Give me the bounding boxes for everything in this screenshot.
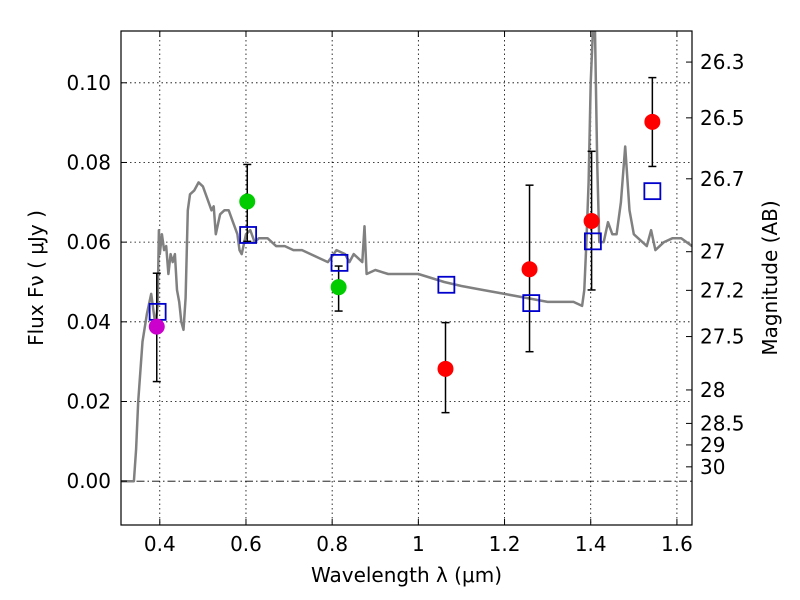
y-tick-label: 0.02 — [66, 390, 111, 414]
y-axis-label: Flux Fν ( μJy ) — [24, 210, 48, 346]
model-photometry-square — [643, 182, 662, 201]
observed-point — [239, 193, 256, 210]
observed-point — [437, 360, 454, 377]
mag-tick-label: 30 — [700, 455, 725, 479]
grid-lines — [121, 31, 692, 525]
x-tick-label: 0.8 — [316, 532, 348, 556]
model-photometry-square — [583, 232, 602, 251]
observed-points-layer — [148, 113, 661, 377]
mag-tick-label: 26.7 — [700, 167, 745, 191]
observed-point — [521, 261, 538, 278]
observed-point — [148, 318, 165, 335]
model-photometry-square — [522, 294, 541, 312]
y-tick-label: 0.00 — [66, 469, 111, 493]
error-bars-layer — [152, 76, 657, 414]
y-tick-label: 0.04 — [66, 310, 111, 334]
y-axis-right-label: Magnitude (AB) — [758, 200, 782, 355]
x-tick-label: 1 — [412, 532, 425, 556]
model-photometry-layer — [148, 182, 662, 321]
y-tick-label: 0.10 — [66, 71, 111, 95]
ticks-layer: 0.4 0.6 0.8 1 1.2 1.4 1.6 0.00 0.02 0.04 0.06 0.08 0… — [66, 31, 745, 556]
mag-tick-label: 29 — [700, 433, 725, 457]
x-tick-label: 0.6 — [230, 532, 262, 556]
x-tick-label: 1.4 — [575, 532, 607, 556]
x-tick-label: 1.2 — [489, 532, 521, 556]
model-photometry-square — [239, 226, 258, 244]
x-tick-label: 1.6 — [661, 532, 693, 556]
mag-tick-label: 26.5 — [700, 106, 745, 130]
model-photometry-square — [437, 275, 456, 294]
y-tick-label: 0.06 — [66, 230, 111, 254]
plot-frame — [120, 30, 693, 526]
mag-tick-label: 28 — [700, 378, 725, 402]
model-photometry-square — [330, 253, 349, 272]
mag-tick-label: 26.3 — [700, 50, 745, 74]
mag-tick-label: 27.2 — [700, 278, 745, 302]
model-spectrum-layer — [121, 31, 692, 483]
model-spectrum-line — [121, 31, 692, 483]
mag-tick-label: 27.5 — [700, 325, 745, 349]
mag-tick-label: 27 — [700, 240, 725, 264]
y-tick-label: 0.08 — [66, 150, 111, 174]
x-axis-label: Wavelength λ (μm) — [311, 563, 502, 587]
mag-tick-label: 28.5 — [700, 411, 745, 435]
observed-point — [583, 213, 600, 230]
observed-point — [644, 113, 661, 130]
x-tick-label: 0.4 — [144, 532, 176, 556]
observed-point — [330, 279, 347, 296]
